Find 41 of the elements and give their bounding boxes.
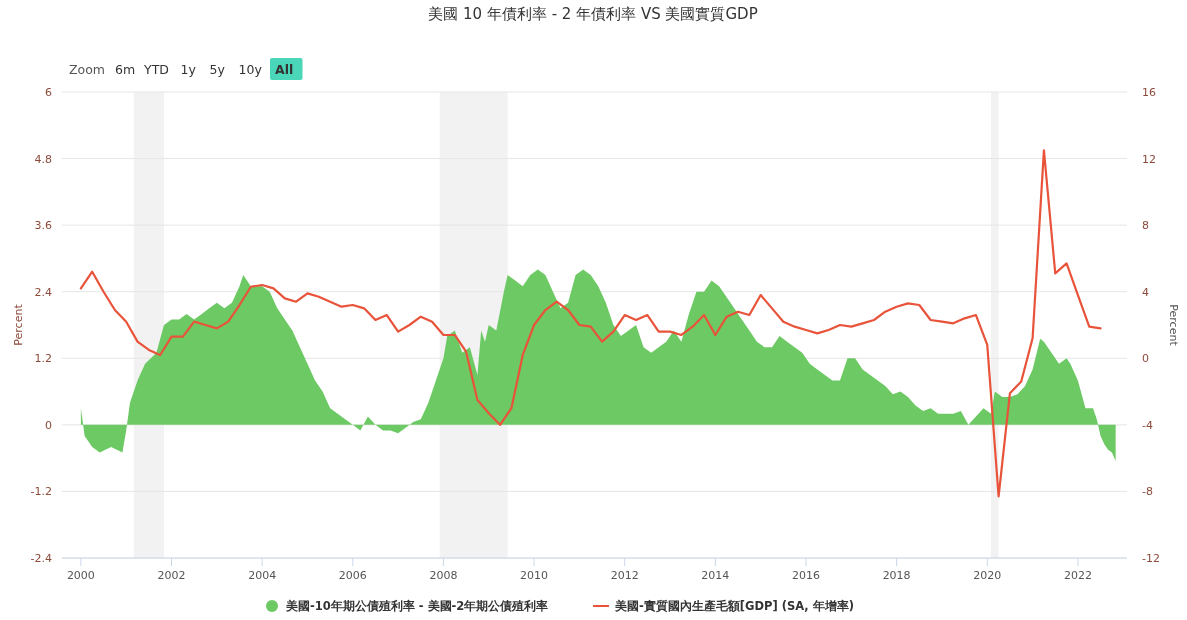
y2-tick-label: 12 [1142, 152, 1156, 166]
x-tick-label: 2016 [791, 569, 820, 582]
legend-label: 美國-10年期公債殖利率 - 美國-2年期公債殖利率 [285, 599, 549, 613]
text: 1y [180, 62, 197, 77]
x-tick-label: 2014 [701, 569, 730, 582]
y-tick-label: -1.2 [30, 485, 52, 499]
y2-tick-label: 16 [1142, 86, 1156, 99]
y-tick-label: 6 [45, 86, 52, 99]
x-tick-label: 2006 [338, 569, 367, 582]
y2-axis-title: Percent [1167, 304, 1180, 347]
x-tick-label: 2000 [66, 569, 95, 582]
text: 5y [209, 62, 226, 77]
y-tick-label: 0 [45, 418, 52, 432]
y2-tick-label: 4 [1142, 285, 1149, 299]
x-tick-label: 2018 [882, 569, 911, 582]
y-tick-label: -2.4 [30, 552, 52, 565]
y-tick-label: 2.4 [34, 285, 52, 299]
x-tick-label: 2004 [248, 569, 277, 582]
x-tick-label: 2022 [1063, 569, 1092, 582]
text: Zoom [69, 62, 106, 77]
x-tick-label: 2020 [973, 569, 1002, 582]
x-tick-label: 2002 [157, 569, 186, 582]
text: All [275, 62, 294, 77]
y2-tick-label: -8 [1142, 485, 1153, 499]
y2-tick-label: 8 [1142, 219, 1149, 233]
text: YTD [143, 62, 169, 77]
y2-tick-label: -12 [1142, 552, 1160, 565]
y2-tick-label: -4 [1142, 418, 1153, 432]
text: 6m [115, 62, 136, 77]
y-axis-title: Percent [12, 303, 25, 346]
legend-label: 美國-實質國內生產毛額[GDP] (SA, 年增率) [614, 599, 854, 613]
y-tick-label: 4.8 [34, 152, 52, 166]
x-tick-label: 2010 [520, 569, 549, 582]
chart-title: 美國 10 年債利率 - 2 年債利率 VS 美國實質GDP [428, 5, 758, 23]
line-series [79, 149, 1102, 498]
y2-tick-label: 0 [1142, 352, 1149, 366]
y-tick-label: 1.2 [34, 352, 52, 366]
x-tick-label: 2012 [610, 569, 639, 582]
text: 10y [238, 62, 263, 77]
y-tick-label: 3.6 [34, 219, 52, 233]
x-tick-label: 2008 [429, 569, 458, 582]
